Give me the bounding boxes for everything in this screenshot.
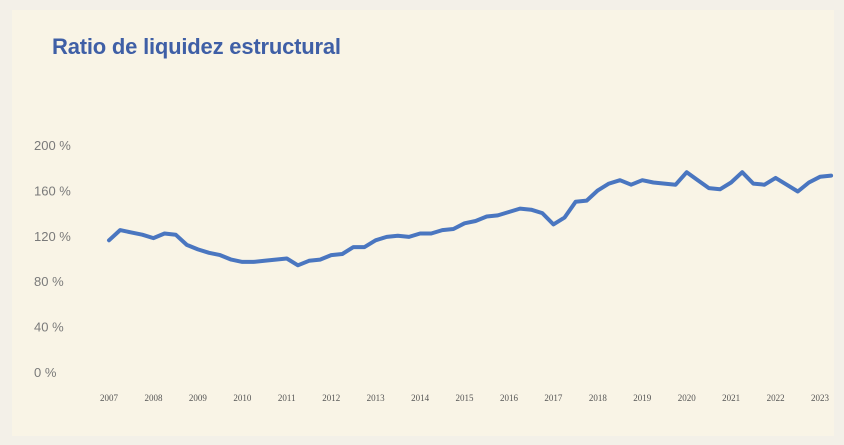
x-tick-label: 2021 bbox=[722, 393, 740, 403]
data-point bbox=[429, 232, 433, 236]
data-point bbox=[374, 238, 378, 242]
data-point bbox=[418, 232, 422, 236]
data-point bbox=[129, 230, 133, 234]
data-point bbox=[485, 215, 489, 219]
data-point bbox=[385, 235, 389, 239]
data-point bbox=[496, 213, 500, 217]
data-point bbox=[263, 259, 267, 263]
data-point bbox=[107, 238, 111, 242]
data-point bbox=[407, 235, 411, 239]
data-point bbox=[507, 210, 511, 214]
x-tick-label: 2007 bbox=[100, 393, 119, 403]
data-point bbox=[307, 259, 311, 263]
data-point bbox=[285, 257, 289, 260]
data-point bbox=[751, 182, 755, 186]
data-point bbox=[296, 263, 300, 267]
data-point bbox=[540, 211, 544, 215]
line-chart: 0 % 40 % 80 % 120 % 160 % 200 % 2007 2008 2009 20… bbox=[34, 138, 834, 403]
data-point bbox=[251, 260, 255, 264]
data-point bbox=[174, 233, 178, 237]
data-point bbox=[518, 207, 522, 211]
data-point bbox=[785, 183, 789, 187]
x-tick-label: 2020 bbox=[678, 393, 697, 403]
x-tick-label: 2023 bbox=[811, 393, 830, 403]
data-point bbox=[474, 219, 478, 223]
data-point bbox=[740, 170, 744, 174]
data-point bbox=[574, 200, 578, 204]
data-point bbox=[118, 228, 122, 232]
data-point bbox=[596, 188, 600, 192]
chart-card: Ratio de liquidez estructural 0 % 40 % 80 … bbox=[12, 10, 834, 436]
x-tick-label: 2010 bbox=[233, 393, 252, 403]
data-point bbox=[718, 187, 722, 191]
data-point bbox=[218, 253, 222, 257]
y-tick-label: 120 % bbox=[34, 229, 71, 244]
data-point bbox=[240, 260, 244, 264]
data-point bbox=[662, 182, 666, 186]
x-tick-label: 2011 bbox=[278, 393, 296, 403]
data-point bbox=[807, 180, 811, 184]
data-point bbox=[674, 183, 678, 187]
data-point bbox=[396, 234, 400, 238]
data-point bbox=[551, 222, 555, 226]
x-tick-label: 2012 bbox=[322, 393, 340, 403]
y-tick-label: 80 % bbox=[34, 274, 64, 289]
data-point bbox=[762, 183, 766, 187]
data-point bbox=[629, 183, 633, 187]
data-point bbox=[140, 233, 144, 237]
y-tick-label: 0 % bbox=[34, 365, 57, 380]
x-tick-label: 2018 bbox=[589, 393, 608, 403]
x-tick-label: 2014 bbox=[411, 393, 430, 403]
data-point bbox=[796, 190, 800, 194]
data-point bbox=[151, 236, 155, 240]
data-point bbox=[229, 258, 233, 262]
x-tick-label: 2022 bbox=[767, 393, 785, 403]
data-point bbox=[163, 232, 167, 236]
data-point bbox=[729, 180, 733, 184]
y-tick-label: 40 % bbox=[34, 320, 64, 335]
series-line bbox=[107, 170, 834, 268]
x-tick-label: 2017 bbox=[544, 393, 563, 403]
data-point bbox=[440, 228, 444, 232]
x-tick-label: 2015 bbox=[456, 393, 475, 403]
data-point bbox=[562, 216, 566, 220]
data-point bbox=[363, 245, 367, 249]
data-point bbox=[607, 182, 611, 186]
data-point bbox=[640, 178, 644, 182]
data-point bbox=[585, 199, 589, 203]
data-point bbox=[196, 247, 200, 251]
x-tick-label: 2013 bbox=[367, 393, 386, 403]
data-point bbox=[463, 221, 466, 225]
data-point bbox=[340, 252, 344, 256]
data-point bbox=[829, 174, 833, 178]
data-point bbox=[696, 178, 700, 182]
data-point bbox=[818, 175, 822, 179]
x-tick-label: 2008 bbox=[144, 393, 163, 403]
data-point bbox=[774, 176, 778, 180]
data-point bbox=[651, 180, 655, 184]
data-point bbox=[185, 243, 189, 247]
data-point bbox=[707, 186, 711, 190]
data-point bbox=[207, 251, 211, 255]
y-tick-label: 160 % bbox=[34, 183, 71, 198]
data-point bbox=[329, 253, 333, 257]
x-tick-label: 2016 bbox=[500, 393, 519, 403]
x-tick-label: 2009 bbox=[189, 393, 208, 403]
data-point bbox=[529, 208, 533, 212]
data-point bbox=[351, 245, 355, 249]
chart-title: Ratio de liquidez estructural bbox=[52, 34, 341, 59]
x-tick-label: 2019 bbox=[633, 393, 652, 403]
data-point bbox=[685, 170, 689, 174]
data-point bbox=[451, 227, 455, 231]
data-point bbox=[274, 258, 278, 262]
data-point bbox=[318, 258, 322, 262]
data-point bbox=[618, 178, 622, 182]
y-tick-label: 200 % bbox=[34, 138, 71, 153]
